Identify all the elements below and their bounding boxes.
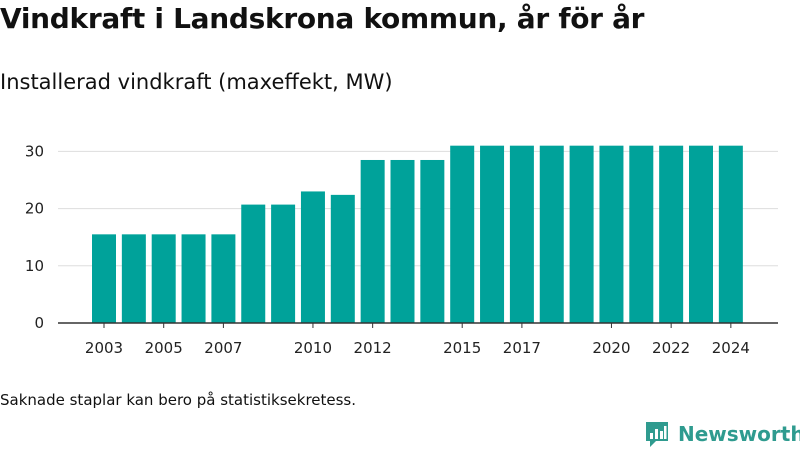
bar-chart: 0 10 20 30 2003 2005 2007 2010 2012 2015 2017 2020 2… <box>25 142 778 357</box>
bar-2015 <box>450 145 475 323</box>
y-tick-label-20: 20 <box>25 200 44 218</box>
bar-2003 <box>92 234 116 323</box>
bar-2017 <box>509 145 534 323</box>
bar-2018 <box>539 145 564 323</box>
bar-2024 <box>718 145 743 323</box>
bar-2009 <box>271 204 296 323</box>
x-tick-label-2010: 2010 <box>294 339 332 357</box>
bar-2007 <box>211 234 236 323</box>
newsworthy-logo[interactable]: Newsworthy <box>644 419 800 449</box>
bar-2006 <box>181 234 206 323</box>
y-tick-label-30: 30 <box>25 142 44 160</box>
footnote: Saknade staplar kan bero på statistiksek… <box>0 391 357 409</box>
axes: 0 10 20 30 2003 2005 2007 2010 2012 2015 2017 2020 2… <box>25 142 778 357</box>
newsworthy-logo-icon <box>646 422 668 447</box>
x-tick-label-2024: 2024 <box>712 339 750 357</box>
grid-lines <box>58 150 778 267</box>
bar-2023 <box>689 145 713 323</box>
bar-2012 <box>360 159 385 323</box>
bar-2011 <box>330 194 355 323</box>
bar-2019 <box>569 145 594 323</box>
bar-2010 <box>300 191 325 323</box>
bar-2004 <box>121 234 146 323</box>
bar-2022 <box>659 145 684 323</box>
x-tick-label-2012: 2012 <box>354 339 392 357</box>
brand-name: Newsworthy <box>678 422 800 446</box>
y-tick-label-10: 10 <box>25 257 44 275</box>
bar-2008 <box>241 204 266 323</box>
bar-2021 <box>629 145 654 323</box>
bars <box>92 145 743 323</box>
x-tick-label-2020: 2020 <box>592 339 630 357</box>
bar-2020 <box>599 145 624 323</box>
x-tick-label-2015: 2015 <box>443 339 481 357</box>
bar-2013 <box>390 159 415 323</box>
x-tick-label-2007: 2007 <box>204 339 242 357</box>
x-tick-label-2005: 2005 <box>145 339 183 357</box>
chart-subtitle: Installerad vindkraft (maxeffekt, MW) <box>0 70 393 94</box>
x-tick-label-2017: 2017 <box>503 339 541 357</box>
x-tick-label-2022: 2022 <box>652 339 690 357</box>
bar-2014 <box>420 159 445 323</box>
x-tick-label-2003: 2003 <box>85 339 123 357</box>
bar-2005 <box>151 234 176 323</box>
y-tick-label-0: 0 <box>34 314 44 332</box>
chart-title: Vindkraft i Landskrona kommun, år för år <box>0 2 645 35</box>
bar-2016 <box>480 145 505 323</box>
